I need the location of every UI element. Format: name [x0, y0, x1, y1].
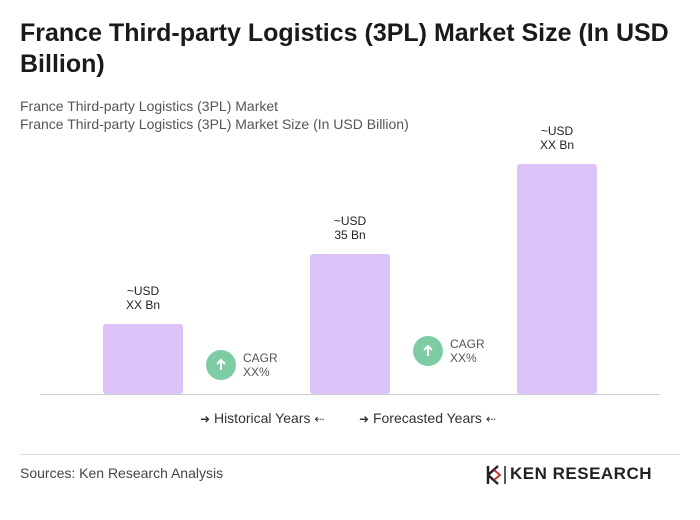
bar [103, 324, 183, 394]
legend-item: ➜ Forecasted Years ⇠ [359, 410, 496, 426]
subtitle: France Third-party Logistics (3PL) Marke… [20, 116, 409, 132]
source: Sources: Ken Research Analysis [20, 465, 224, 481]
bar [517, 164, 597, 394]
value-label: ~USD 35 Bn [333, 214, 367, 242]
cagr-arrow [423, 344, 433, 356]
cagr-label: CAGR XX% [243, 351, 278, 379]
value-label: ~USD XX Bn [539, 124, 575, 152]
value-label: ~USD XX Bn [125, 284, 161, 312]
cagr-arrow [216, 358, 226, 370]
logo-icon [486, 465, 506, 485]
legend-item: ➜ Historical Years ⇠ [200, 410, 325, 426]
logo: KEN RESEARCH [510, 464, 653, 483]
legend-label: Historical Years [213, 410, 311, 426]
chart-title: France Third-party Logistics (3PL) Marke… [20, 19, 669, 78]
legend-label: Forecasted Years [372, 410, 482, 426]
cagr-label: CAGR XX% [450, 337, 485, 365]
subtitle: France Third-party Logistics (3PL) Marke… [20, 98, 279, 114]
bar [310, 254, 390, 394]
